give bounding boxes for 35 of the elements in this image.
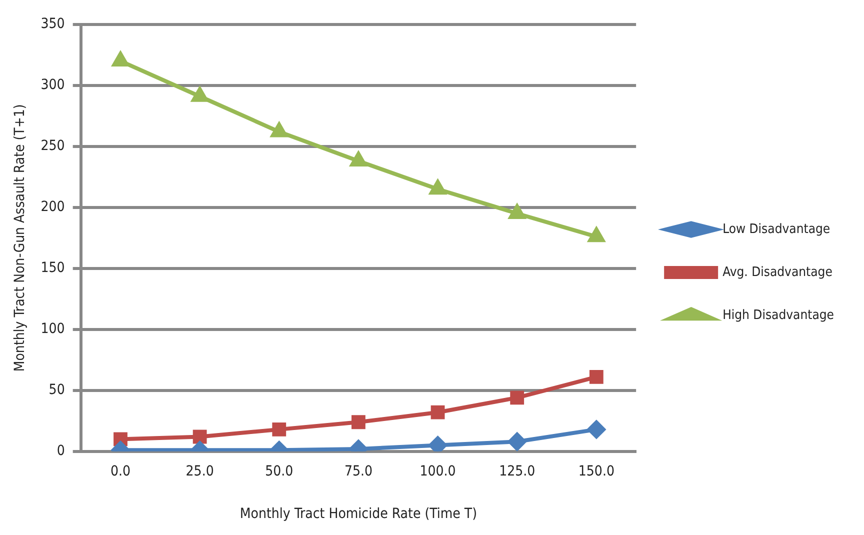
y-tick-label: 0 <box>56 443 65 460</box>
point <box>352 415 366 430</box>
point <box>271 122 288 138</box>
x-tick-label: 125.0 <box>499 463 536 480</box>
y-tick-label: 350 <box>40 16 65 32</box>
point <box>508 432 526 451</box>
legend-label: Low Disadvantage <box>722 222 830 237</box>
y-tick-label: 200 <box>40 199 65 216</box>
point <box>510 390 524 405</box>
y-tick-label: 250 <box>40 138 65 154</box>
point <box>112 52 129 66</box>
point <box>588 228 604 242</box>
x-tick-label: 25.0 <box>186 463 214 480</box>
point <box>192 87 208 102</box>
y-tick-label: 300 <box>40 77 65 94</box>
point <box>272 422 286 436</box>
point <box>589 370 604 384</box>
x-tick-label: 75.0 <box>344 463 372 480</box>
legend-label: High Disadvantage <box>722 308 834 323</box>
y-tick-label: 50 <box>48 382 65 398</box>
x-axis-title: Monthly Tract Homicide Rate (Time T) <box>240 506 478 522</box>
point <box>430 180 446 195</box>
x-tick-label: 150.0 <box>578 463 614 480</box>
x-tick-label: 0.0 <box>110 463 131 480</box>
x-tick-label: 100.0 <box>420 463 456 480</box>
point <box>509 204 526 219</box>
x-tick-label: 50.0 <box>265 463 294 480</box>
point <box>350 152 367 167</box>
point <box>430 405 445 420</box>
y-axis-title: Monthly Tract Non-Gun Assault Rate (T+1) <box>12 104 28 372</box>
point <box>192 430 207 444</box>
y-tick-label: 150 <box>40 260 65 276</box>
point <box>587 420 606 438</box>
y-tick-label: 100 <box>40 321 65 338</box>
legend-label: Avg. Disadvantage <box>722 264 832 280</box>
